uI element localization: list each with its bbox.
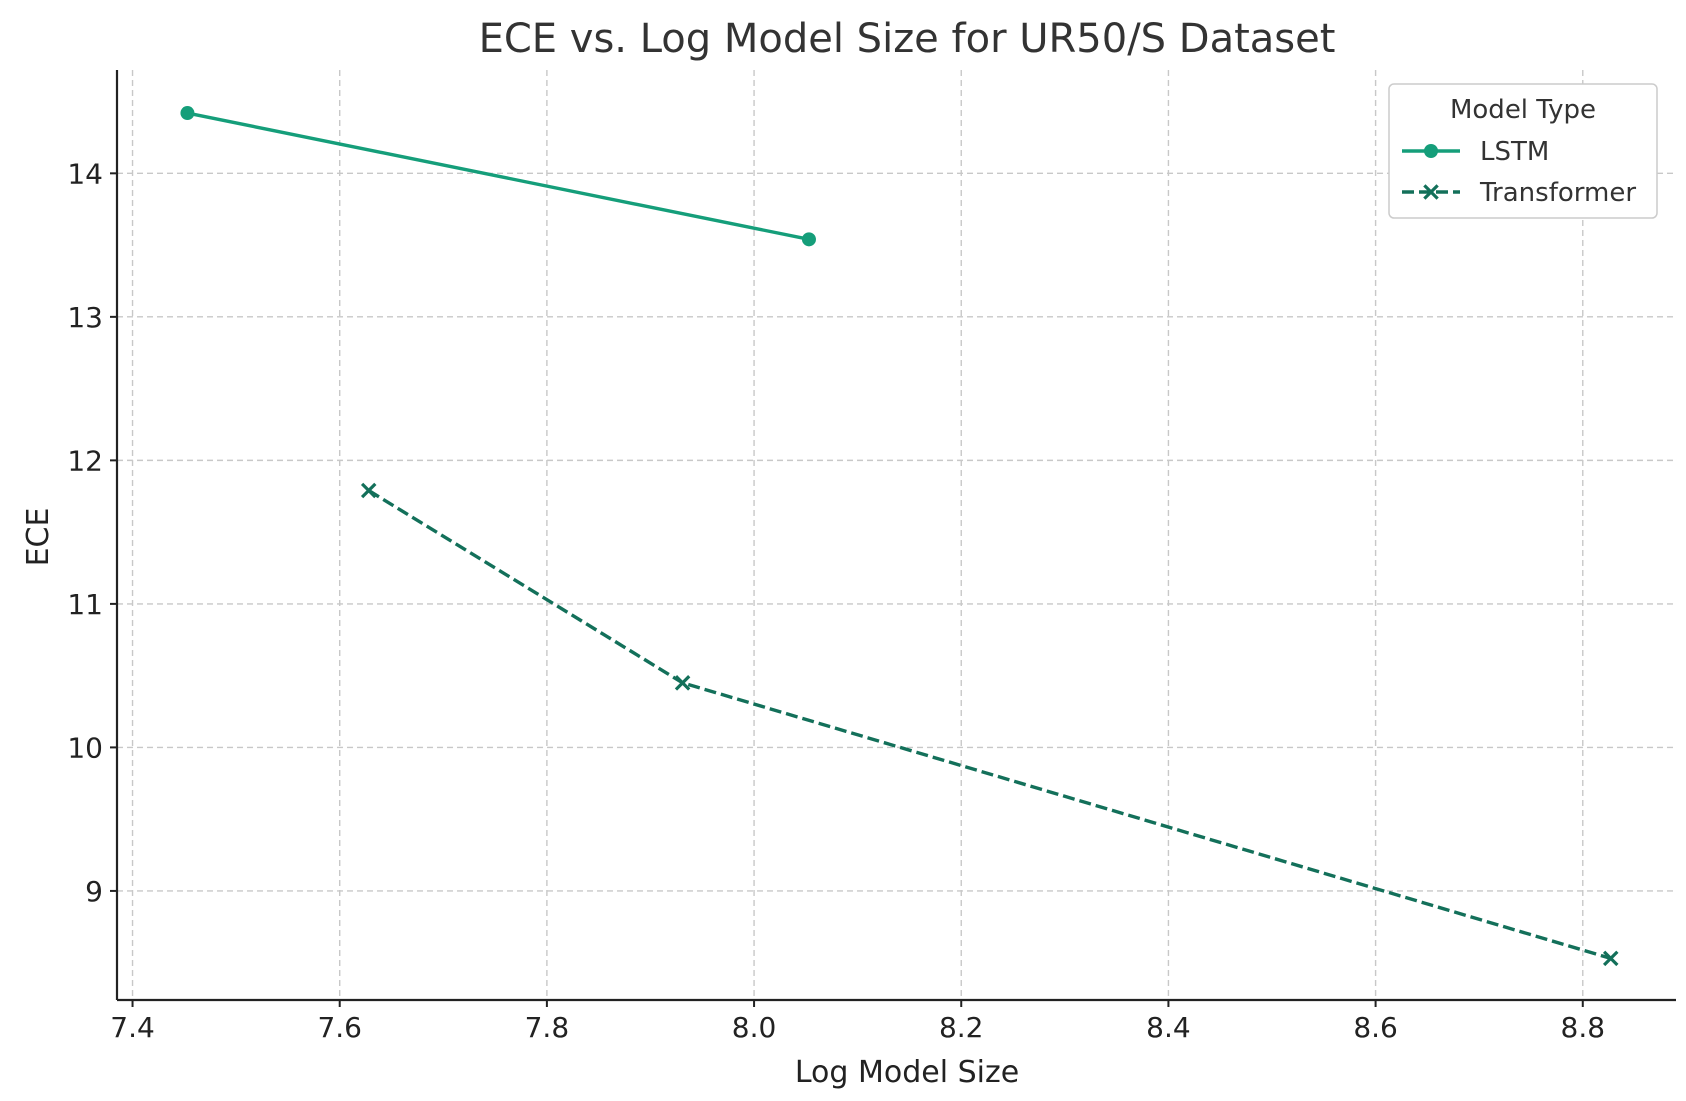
x-tick-label: 7.4 [110,1011,155,1044]
series-line [187,111,810,242]
data-point [1602,950,1619,967]
legend-swatch-marker [1424,144,1438,158]
series-layer [180,106,1619,967]
axes: 7.4 7.6 7.8 8.0 8.2 8.4 8.6 8.8 9 10 11 12 13 14 [67,70,1676,1044]
x-tick-label: 7.6 [317,1011,362,1044]
legend-label: LSTM [1480,137,1549,167]
y-axis-label: ECE [21,508,56,567]
series-lstm [180,106,816,247]
y-tick-label: 14 [67,157,103,190]
legend: Model Type LSTM Transformer [1388,83,1658,219]
data-point [674,675,691,691]
x-tick-label: 8.2 [939,1011,984,1044]
y-tick-label: 9 [85,875,103,908]
x-tick-label: 8.6 [1353,1011,1398,1044]
legend-title: Model Type [1450,95,1596,125]
y-tick-label: 11 [67,588,103,621]
x-tick-label: 8.4 [1146,1011,1191,1044]
legend-swatch-marker [1423,184,1439,200]
data-point [180,106,195,121]
legend-entries: LSTM Transformer [1402,137,1636,208]
series-transformer [360,482,1619,967]
grid [117,70,1676,1000]
legend-label: Transformer [1479,178,1636,208]
x-tick-label: 7.8 [525,1011,570,1044]
y-tick-label: 10 [67,731,103,764]
chart-title: ECE vs. Log Model Size for UR50/S Datase… [479,16,1336,62]
x-axis-label: Log Model Size [795,1055,1019,1090]
series-line [367,489,1612,961]
y-tick-label: 13 [67,301,103,334]
y-tick-label: 12 [67,444,103,477]
data-point [801,232,816,247]
legend-box [1388,83,1658,219]
x-tick-label: 8.0 [732,1011,777,1044]
data-point [360,482,377,499]
x-tick-label: 8.8 [1561,1011,1606,1044]
